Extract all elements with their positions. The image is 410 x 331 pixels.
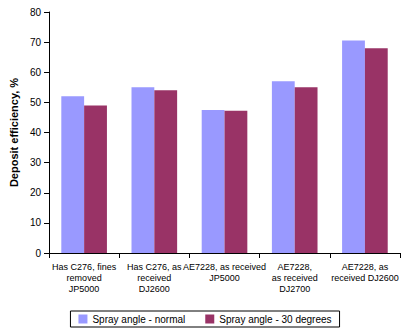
svg-text:30: 30 <box>30 157 42 168</box>
svg-text:Spray angle - 30 degrees: Spray angle - 30 degrees <box>219 314 331 325</box>
svg-text:AE7228,: AE7228, <box>277 262 312 272</box>
svg-text:60: 60 <box>30 67 42 78</box>
svg-text:AE7228, as: AE7228, as <box>342 262 389 272</box>
svg-text:Has C276, as: Has C276, as <box>127 262 182 272</box>
svg-text:20: 20 <box>30 187 42 198</box>
svg-text:DJ2600: DJ2600 <box>139 284 170 294</box>
svg-text:JP5000: JP5000 <box>69 284 100 294</box>
svg-text:10: 10 <box>30 217 42 228</box>
svg-text:received DJ2600: received DJ2600 <box>331 273 399 283</box>
svg-text:DJ2700: DJ2700 <box>279 284 310 294</box>
svg-text:80: 80 <box>30 7 42 18</box>
svg-text:0: 0 <box>35 248 41 259</box>
svg-text:as received: as received <box>272 273 318 283</box>
svg-text:Spray angle - normal: Spray angle - normal <box>92 314 185 325</box>
svg-text:AE7228, as received: AE7228, as received <box>183 262 266 272</box>
svg-text:70: 70 <box>30 37 42 48</box>
svg-text:received: received <box>137 273 171 283</box>
svg-text:removed: removed <box>67 273 102 283</box>
svg-text:40: 40 <box>30 127 42 138</box>
svg-text:50: 50 <box>30 97 42 108</box>
svg-text:Has C276, fines: Has C276, fines <box>52 262 117 272</box>
svg-text:Deposit efficiency, %: Deposit efficiency, % <box>8 78 20 187</box>
svg-text:JP5000: JP5000 <box>209 273 240 283</box>
